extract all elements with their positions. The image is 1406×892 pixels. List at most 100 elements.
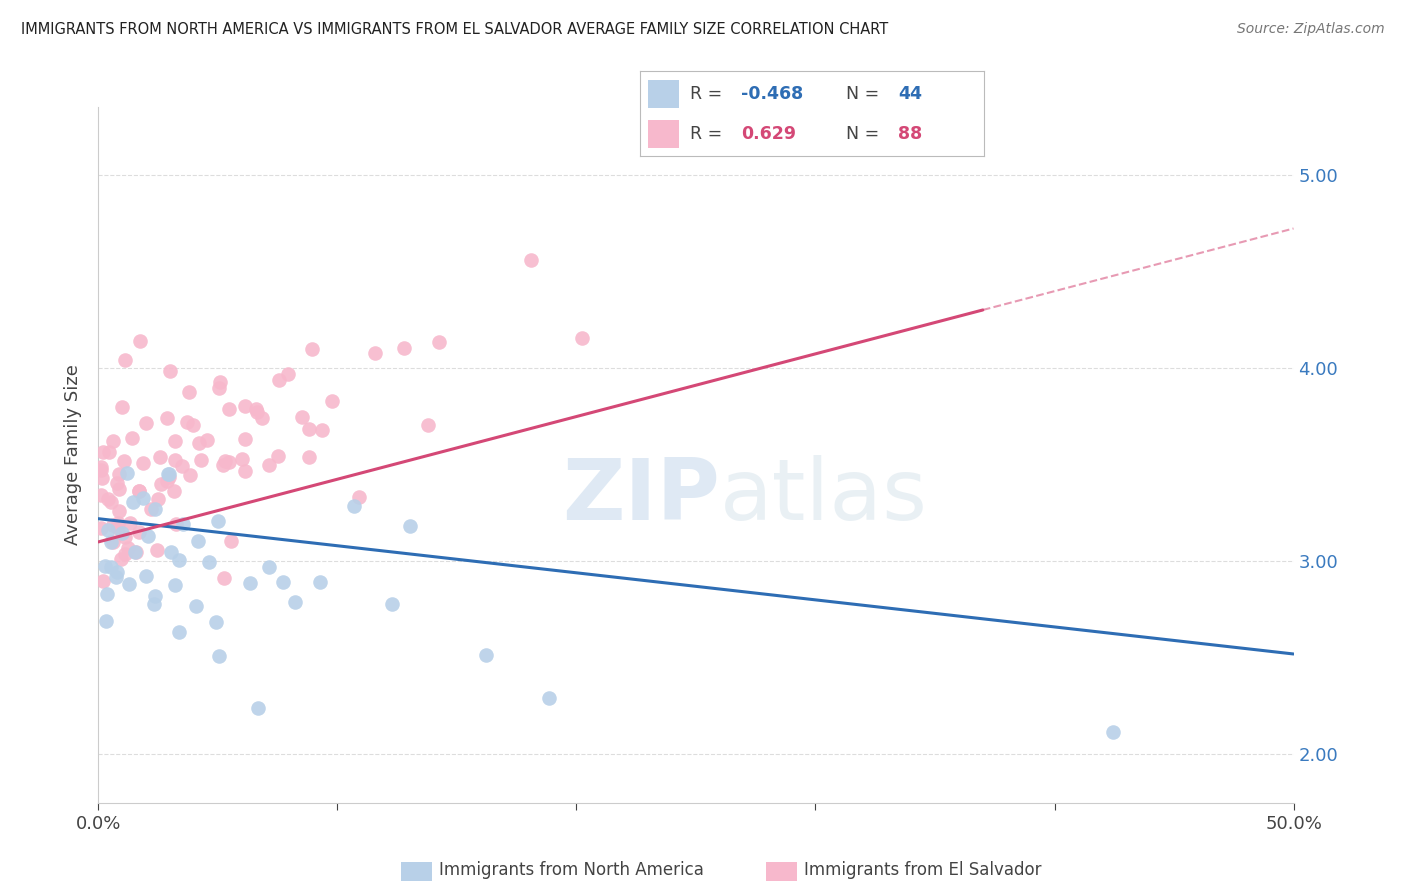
Point xyxy=(160,545,183,559)
Point xyxy=(218,402,240,417)
Point xyxy=(107,467,129,481)
Point xyxy=(284,595,307,609)
Point xyxy=(195,434,218,448)
Point xyxy=(519,252,541,267)
Point xyxy=(163,453,186,467)
Point xyxy=(118,516,141,531)
Point xyxy=(90,471,112,485)
Point xyxy=(122,495,145,509)
Point xyxy=(124,545,146,559)
Point xyxy=(90,488,112,502)
Point xyxy=(218,455,240,469)
Text: N =: N = xyxy=(846,125,886,143)
Point xyxy=(100,495,122,509)
Point xyxy=(157,470,180,484)
Point xyxy=(167,553,190,567)
Point xyxy=(112,454,135,468)
Text: N =: N = xyxy=(846,85,886,103)
Point xyxy=(105,570,128,584)
Point xyxy=(1102,725,1125,739)
Point xyxy=(184,599,207,613)
FancyBboxPatch shape xyxy=(648,120,679,147)
Point xyxy=(233,464,256,478)
Point xyxy=(309,574,332,589)
Point xyxy=(219,533,242,548)
Point xyxy=(163,484,186,499)
Text: 88: 88 xyxy=(898,125,922,143)
Point xyxy=(111,525,134,540)
Text: ZIP: ZIP xyxy=(562,455,720,538)
Point xyxy=(169,624,191,639)
Point xyxy=(381,597,404,611)
Text: Immigrants from North America: Immigrants from North America xyxy=(439,861,703,879)
Point xyxy=(538,691,561,706)
Point xyxy=(110,552,132,566)
Point xyxy=(235,432,257,446)
Text: Immigrants from El Salvador: Immigrants from El Salvador xyxy=(804,861,1042,879)
Text: R =: R = xyxy=(690,125,727,143)
Point xyxy=(148,492,170,507)
Point xyxy=(257,458,280,472)
Point xyxy=(239,575,262,590)
Point xyxy=(394,342,416,356)
Point xyxy=(188,436,211,450)
Point xyxy=(179,467,201,482)
Point xyxy=(107,516,129,531)
Point xyxy=(93,445,115,459)
Point xyxy=(107,520,129,534)
Point xyxy=(128,483,150,498)
Point xyxy=(190,453,212,467)
Point xyxy=(211,458,233,473)
Point xyxy=(97,492,120,507)
Point xyxy=(105,565,128,579)
Point xyxy=(247,701,270,715)
Point xyxy=(207,514,229,528)
Point xyxy=(321,394,343,409)
Point xyxy=(170,458,193,473)
Point xyxy=(111,400,134,414)
Point xyxy=(198,556,221,570)
Point xyxy=(157,467,180,481)
Point xyxy=(181,417,204,432)
Point xyxy=(114,530,136,544)
Point xyxy=(128,525,150,540)
Point xyxy=(132,491,155,505)
Point xyxy=(142,597,165,611)
Point xyxy=(93,574,115,588)
Point xyxy=(214,454,236,468)
Point xyxy=(277,367,299,381)
Y-axis label: Average Family Size: Average Family Size xyxy=(65,365,83,545)
Point xyxy=(135,417,157,431)
Point xyxy=(165,516,187,531)
Point xyxy=(115,466,138,480)
Point xyxy=(157,467,180,481)
Point xyxy=(117,541,139,556)
Point xyxy=(231,451,253,466)
Point xyxy=(343,499,366,513)
Text: R =: R = xyxy=(690,85,727,103)
Point xyxy=(103,518,125,533)
Point xyxy=(159,363,181,377)
Text: Source: ZipAtlas.com: Source: ZipAtlas.com xyxy=(1237,22,1385,37)
Point xyxy=(156,474,179,488)
Point xyxy=(257,560,280,574)
Point xyxy=(301,342,323,356)
Point xyxy=(250,410,273,425)
Point xyxy=(311,424,333,438)
Point xyxy=(143,590,166,604)
Point xyxy=(156,410,179,425)
Point xyxy=(90,463,112,477)
Point xyxy=(129,334,152,348)
Point xyxy=(207,649,229,664)
Point xyxy=(143,502,166,516)
Point xyxy=(363,346,385,360)
Point xyxy=(235,399,257,413)
Point xyxy=(103,535,125,549)
Point xyxy=(96,587,118,601)
Point xyxy=(98,444,121,458)
Point xyxy=(176,415,198,429)
Point xyxy=(114,352,136,367)
FancyBboxPatch shape xyxy=(648,80,679,108)
Point xyxy=(212,571,235,585)
Point xyxy=(172,516,194,531)
